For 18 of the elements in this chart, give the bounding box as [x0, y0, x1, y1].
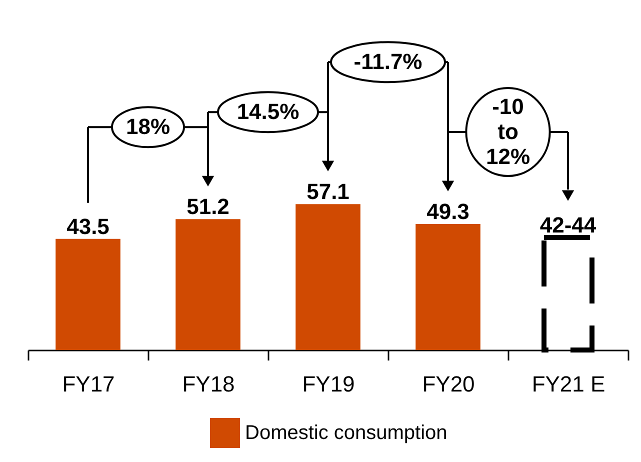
data-label: 51.2 — [186, 194, 230, 220]
text: 18% — [126, 114, 170, 140]
data-label: 43.5 — [66, 214, 110, 239]
bar — [56, 238, 120, 350]
bar — [416, 224, 480, 350]
x-tick-label: FY19 — [302, 372, 355, 396]
data-label: 57.1 — [306, 179, 350, 204]
bar — [176, 219, 240, 350]
text: 14.5% — [236, 99, 300, 124]
data-label: 49.3 — [426, 199, 470, 224]
x-tick-label: FY17 — [62, 372, 115, 396]
x-tick-label: FY20 — [422, 372, 475, 396]
legend-label: Domestic consumption — [245, 422, 448, 444]
x-tick-label: FY18 — [182, 372, 235, 396]
data-label: 42-44 — [540, 212, 597, 238]
x-tick-label: FY21 E — [532, 372, 606, 396]
bar — [296, 204, 360, 350]
text: -10 to 12% — [486, 94, 530, 170]
